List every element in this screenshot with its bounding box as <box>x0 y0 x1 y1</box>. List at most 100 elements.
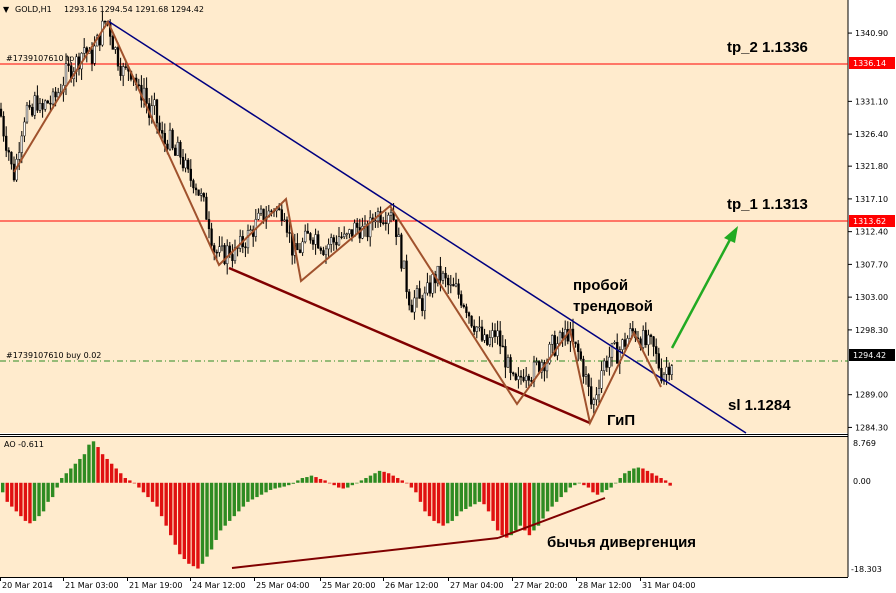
candle-body <box>551 335 554 345</box>
ao-bar <box>627 470 631 483</box>
candle-body <box>491 330 494 338</box>
candle-body <box>205 196 208 220</box>
candle-body <box>200 193 203 196</box>
descending-trendline[interactable] <box>107 20 747 434</box>
current-price-tag-text: 1294.42 <box>853 351 886 360</box>
candle-body <box>153 99 156 106</box>
candle-body <box>116 47 120 67</box>
candle-body <box>587 374 590 387</box>
candle-body <box>374 220 377 223</box>
candle-body <box>506 357 510 368</box>
ohlc-label: 1293.16 1294.54 1291.68 1294.42 <box>64 5 204 14</box>
ao-bar <box>159 482 164 517</box>
candle-body <box>122 66 125 76</box>
candle-body <box>535 361 538 363</box>
ao-bar <box>591 482 595 493</box>
window-arrow-icon[interactable]: ▼ <box>3 5 10 14</box>
candle-body <box>649 334 653 337</box>
ao-bar <box>268 482 273 490</box>
candle-body <box>332 237 335 243</box>
ao-bar <box>450 482 454 521</box>
candle-body <box>0 108 3 117</box>
ao-bar <box>141 482 146 493</box>
breakout-arrow-head[interactable] <box>724 226 738 243</box>
candle-body <box>597 388 601 396</box>
candle-body <box>83 47 86 54</box>
candle-body <box>413 297 416 313</box>
candle-body <box>421 298 424 311</box>
ao-bar <box>109 463 114 483</box>
candle-body <box>402 260 406 269</box>
ao-bar <box>173 482 177 545</box>
candle-body <box>207 219 211 230</box>
candle-body <box>306 230 309 234</box>
candle-body <box>44 100 47 110</box>
ao-bar <box>418 482 423 502</box>
candle-body <box>280 209 283 222</box>
price-tick-label: 1326.40 <box>855 130 888 139</box>
divergence-line[interactable] <box>231 537 499 569</box>
price-scale-panel[interactable] <box>848 0 896 577</box>
ao-bar <box>23 482 28 521</box>
ao-bar <box>78 458 82 483</box>
divergence-line-2[interactable] <box>497 497 606 539</box>
candle-body <box>621 339 624 350</box>
zigzag-line[interactable] <box>13 19 662 427</box>
ao-bar <box>532 482 536 531</box>
candle-body <box>400 234 403 269</box>
ao-bar <box>663 480 668 483</box>
ao-bar <box>650 473 654 483</box>
ao-bar <box>64 473 68 483</box>
ao-bar <box>346 482 350 488</box>
candle-body <box>668 366 671 375</box>
ao-bar <box>577 482 582 484</box>
candle-body <box>220 245 224 247</box>
candle-body <box>181 156 185 169</box>
breakout-arrow-shaft[interactable] <box>670 233 735 349</box>
breakout-annotation-line2: трендовой <box>573 298 653 315</box>
ao-bar <box>255 482 259 498</box>
candle-body <box>54 91 57 98</box>
candle-body <box>41 102 44 110</box>
candle-body <box>582 358 585 377</box>
candle-body <box>337 236 341 246</box>
candle-body <box>405 260 408 293</box>
ao-bar <box>178 482 182 555</box>
candle-body <box>226 245 229 264</box>
time-tick-label: 25 Mar 04:00 <box>256 581 309 590</box>
ao-bar <box>427 482 432 517</box>
ao-bar <box>128 480 132 483</box>
candle-body <box>480 326 484 341</box>
candle-body <box>163 133 166 145</box>
support-trendline[interactable] <box>228 266 591 425</box>
candle-body <box>423 292 426 311</box>
ao-bar <box>432 482 436 521</box>
candle-body <box>657 353 660 369</box>
candle-body <box>519 375 523 378</box>
candle-body <box>343 233 346 237</box>
tp2-annotation: tp_2 1.1336 <box>727 39 808 56</box>
ao-tick-top: 8.769 <box>853 439 876 448</box>
ao-bar <box>495 482 500 531</box>
time-tick-label: 27 Mar 04:00 <box>450 581 503 590</box>
ao-bar <box>350 482 355 486</box>
ao-bar <box>237 482 241 512</box>
candle-body <box>288 232 291 234</box>
candle-body <box>655 346 658 354</box>
candle-body <box>610 343 614 358</box>
ao-bar <box>228 482 232 521</box>
candle-body <box>210 228 213 246</box>
candle-body <box>397 234 400 237</box>
tp2-price-tag <box>849 57 895 69</box>
ao-bar <box>545 482 550 512</box>
ao-bar <box>69 468 73 483</box>
ao-bar <box>119 473 123 483</box>
candle-body <box>90 49 94 64</box>
ao-bar <box>223 482 227 526</box>
divergence-annotation: бычья дивергенция <box>547 534 696 551</box>
candle-body <box>418 288 421 299</box>
ao-bar <box>582 482 586 486</box>
tp1-annotation: tp_1 1.1313 <box>727 196 808 213</box>
candle-body <box>525 375 528 381</box>
